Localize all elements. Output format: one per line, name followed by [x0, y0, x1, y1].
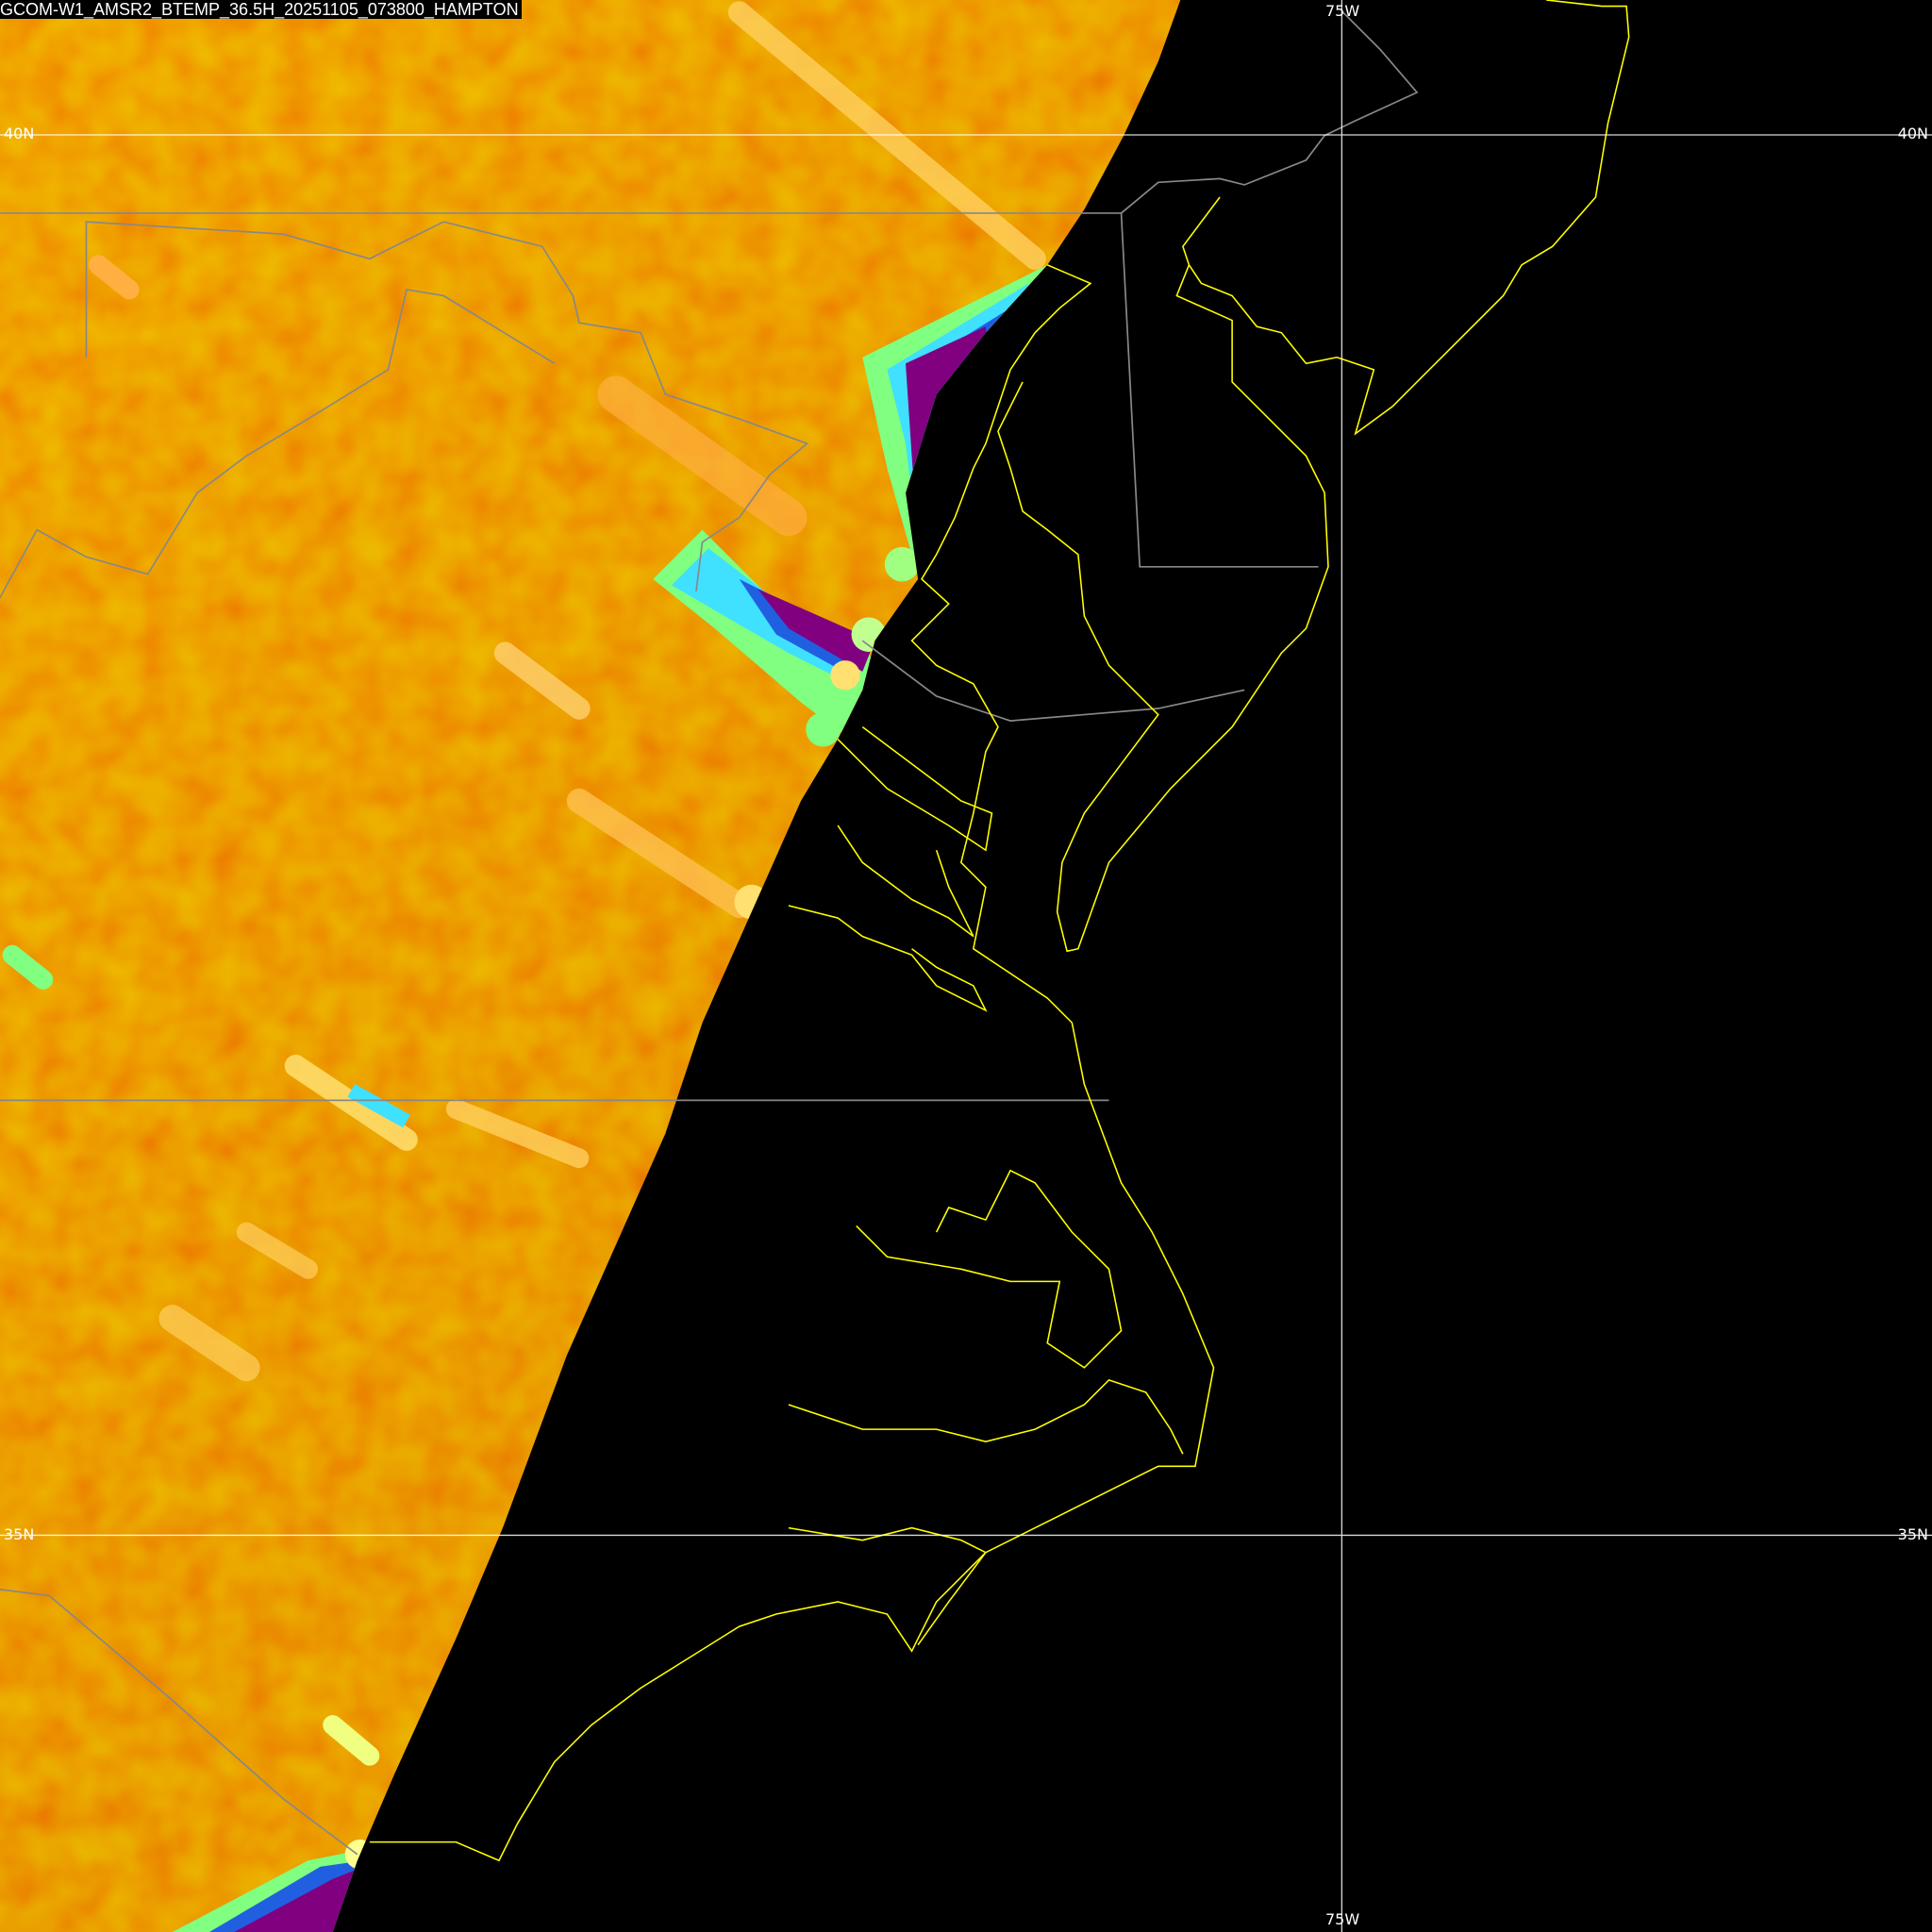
- albemarle-sound: [856, 1169, 1123, 1369]
- nc-south-coast: [369, 1526, 988, 1862]
- label-40n-left: 40N: [4, 125, 35, 142]
- wv-border-north: [85, 221, 809, 592]
- nc-sc-border: [0, 1589, 358, 1856]
- label-75w-bottom: 75W: [1325, 1910, 1360, 1928]
- outer-banks: [917, 1514, 1060, 1646]
- label-35n-right: 35N: [1897, 1525, 1928, 1543]
- political-boundaries: [0, 11, 1419, 1856]
- label-75w-top: 75W: [1325, 2, 1360, 20]
- chesapeake-west-shore: [910, 264, 1215, 1517]
- label-35n-left: 35N: [4, 1525, 35, 1543]
- image-title: GCOM-W1_AMSR2_BTEMP_36.5H_20251105_07380…: [0, 0, 522, 19]
- james-river: [788, 905, 988, 1012]
- va-md-border: [861, 640, 1245, 722]
- label-40n-right: 40N: [1897, 125, 1928, 142]
- pa-md-border: [0, 212, 1319, 568]
- warm-streaks: [2, 1, 1046, 1766]
- coastlines: [369, 0, 1630, 1862]
- nj-coast: [1182, 0, 1630, 436]
- york-river: [837, 824, 974, 938]
- va-rivers: [837, 725, 993, 852]
- pamlico-sound: [788, 1378, 1184, 1455]
- delmarva-coast: [997, 264, 1329, 953]
- nj-pa-border: [1121, 11, 1419, 214]
- wv-va-border: [0, 288, 556, 598]
